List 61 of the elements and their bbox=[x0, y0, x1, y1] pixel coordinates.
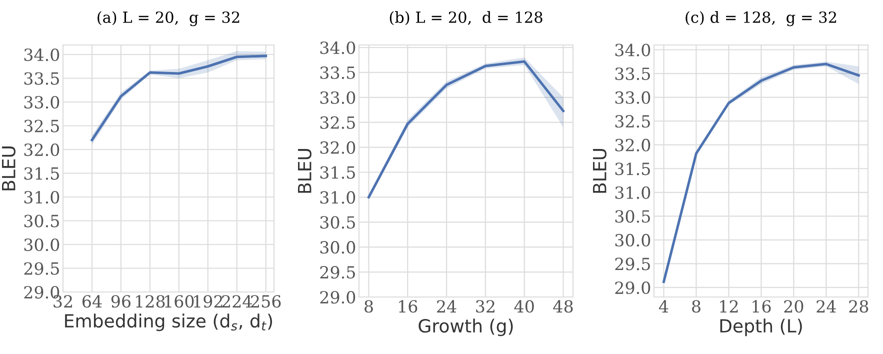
x-axis-title: Embedding size (d$_{s}$, d$_{t}$) bbox=[65, 314, 272, 332]
chart-title: (b) L = 20, d = 128 bbox=[390, 11, 542, 26]
x-tick-label: 256 bbox=[251, 295, 281, 308]
y-tick-label: 31.5 bbox=[320, 166, 355, 179]
x-tick-label: 20 bbox=[784, 300, 804, 313]
y-tick-label: 33.5 bbox=[24, 72, 59, 85]
y-tick-label: 29.5 bbox=[615, 258, 650, 270]
x-tick-label: 224 bbox=[222, 295, 252, 308]
y-tick-label: 33.0 bbox=[24, 96, 60, 109]
y-tick-label: 31.5 bbox=[615, 162, 650, 176]
y-tick-label: 30.0 bbox=[615, 234, 650, 247]
x-tick-label: 32 bbox=[476, 300, 494, 313]
x-tick-label: 128 bbox=[136, 295, 165, 308]
y-tick-label: 31.0 bbox=[320, 191, 356, 204]
y-tick-label: 29.0 bbox=[320, 290, 356, 304]
y-tick-label: 30.5 bbox=[24, 214, 59, 228]
x-tick-label: 64 bbox=[82, 295, 102, 308]
x-tick-label: 28 bbox=[849, 300, 868, 313]
y-tick-label: 33.0 bbox=[615, 91, 650, 104]
x-tick-label: 16 bbox=[399, 300, 418, 313]
y-tick-label: 30.5 bbox=[615, 210, 650, 223]
y-tick-label: 32.5 bbox=[24, 120, 59, 132]
y-tick-label: 29.0 bbox=[615, 281, 650, 294]
x-tick-label: 48 bbox=[553, 300, 573, 313]
x-tick-label: 12 bbox=[720, 300, 738, 312]
y-tick-label: 32.0 bbox=[320, 141, 356, 154]
y-tick-label: 29.5 bbox=[24, 262, 59, 275]
y-tick-label: 32.5 bbox=[320, 116, 355, 129]
y-tick-label: 33.5 bbox=[615, 67, 650, 80]
x-tick-label: 24 bbox=[437, 300, 456, 312]
y-tick-label: 32.5 bbox=[615, 115, 650, 128]
y-tick-label: 32.0 bbox=[24, 143, 60, 156]
x-tick-label: 192 bbox=[194, 295, 222, 308]
y-tick-label: 34.0 bbox=[24, 48, 60, 62]
y-tick-label: 33.0 bbox=[320, 91, 356, 104]
y-axis-title: BLEU bbox=[2, 146, 16, 190]
x-tick-label: 24 bbox=[816, 300, 836, 312]
y-tick-label: 32.0 bbox=[615, 138, 650, 152]
x-axis-title: Depth (L) bbox=[720, 318, 802, 336]
y-tick-label: 31.0 bbox=[24, 190, 60, 204]
y-tick-label: 30.0 bbox=[24, 238, 60, 252]
y-axis-title: BLEU bbox=[298, 149, 312, 193]
x-tick-label: 8 bbox=[692, 300, 700, 313]
x-tick-label: 96 bbox=[111, 295, 131, 308]
chart-title: (c) d = 128, g = 32 bbox=[686, 11, 836, 26]
y-tick-label: 29.5 bbox=[320, 266, 355, 279]
x-tick-label: 16 bbox=[752, 300, 771, 313]
y-tick-label: 30.0 bbox=[320, 241, 356, 254]
x-tick-label: 8 bbox=[364, 300, 373, 313]
x-tick-label: 40 bbox=[514, 300, 534, 313]
x-tick-label: 4 bbox=[658, 300, 668, 312]
x-axis-title: Growth (g) bbox=[418, 318, 513, 336]
y-tick-label: 31.0 bbox=[615, 186, 650, 199]
y-tick-label: 34.0 bbox=[320, 41, 356, 54]
y-axis-title: BLEU bbox=[593, 149, 606, 193]
chart-title: (a) L = 20, g = 32 bbox=[98, 11, 240, 26]
y-tick-label: 33.5 bbox=[320, 66, 355, 80]
x-tick-label: 160 bbox=[165, 295, 194, 308]
y-tick-label: 30.5 bbox=[320, 216, 355, 229]
y-tick-label: 34.0 bbox=[615, 44, 650, 56]
y-tick-label: 31.5 bbox=[24, 167, 59, 180]
